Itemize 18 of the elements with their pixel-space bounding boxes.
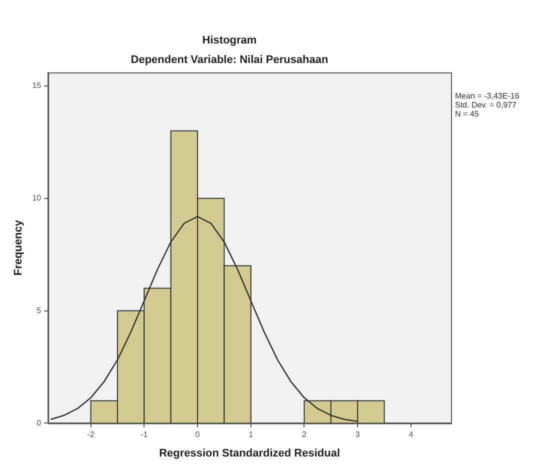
y-tick-label: 5	[36, 306, 42, 315]
text: Std. Dev. = 0,977	[455, 100, 517, 110]
chart-subtitle: Dependent Variable: Nilai Perusahaan	[130, 54, 329, 66]
x-tick-label: 3	[355, 430, 360, 440]
text: Mean = -3,43E-16	[455, 92, 520, 101]
x-tick-label: -1	[140, 430, 148, 440]
x-axis-title: Regression Standardized Residual	[159, 447, 340, 460]
x-tick-label: 0	[195, 430, 200, 440]
y-axis-title: Frequency	[12, 219, 25, 276]
x-tick-label: 1	[248, 430, 254, 440]
chart-title: Histogram	[202, 34, 257, 47]
x-tick-label: -2	[87, 430, 95, 440]
y-tick-label: 15	[32, 81, 42, 90]
y-tick-label: 0	[36, 418, 42, 428]
text: N = 45	[455, 110, 480, 119]
x-tick-label: 4	[408, 430, 414, 440]
y-tick-label: 10	[32, 194, 42, 203]
x-tick-label: 2	[302, 430, 308, 440]
